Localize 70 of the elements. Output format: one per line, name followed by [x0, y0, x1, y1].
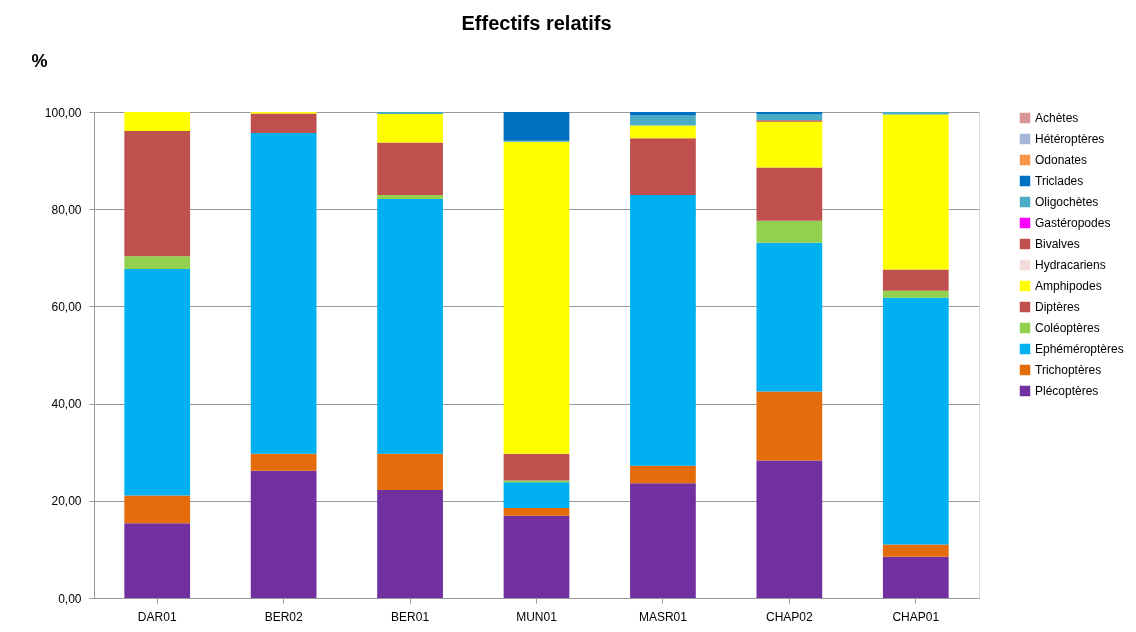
- bar: [503, 508, 570, 516]
- legend-label: Diptères: [1035, 300, 1080, 314]
- bar: [882, 544, 949, 557]
- bar: [377, 198, 443, 454]
- bar: [503, 141, 570, 454]
- y-tick-label: 40,00: [51, 397, 82, 412]
- bar: [756, 391, 823, 461]
- x-tick-label: BER02: [264, 609, 303, 624]
- bar: [756, 220, 823, 243]
- bar: [250, 453, 317, 471]
- x-tick-label: DAR01: [137, 609, 177, 624]
- legend-label: Trichoptères: [1035, 363, 1102, 377]
- bar: [503, 453, 570, 481]
- bar: [630, 138, 696, 196]
- bar: [882, 114, 949, 270]
- bar: [250, 132, 317, 454]
- legend-label: Bivalves: [1035, 237, 1080, 251]
- bar: [124, 256, 191, 269]
- legend-label: Coléoptères: [1035, 321, 1100, 335]
- bar: [756, 460, 823, 598]
- legend-label: Oligochètes: [1035, 195, 1099, 209]
- bar: [250, 470, 317, 598]
- bar: [756, 121, 823, 168]
- chart-title: Effectifs relatifs: [461, 12, 612, 34]
- x-tick-label: BER01: [391, 609, 430, 624]
- bar: [756, 167, 823, 221]
- bar: [630, 483, 696, 598]
- x-tick-label: MASR01: [638, 609, 688, 624]
- bar: [503, 482, 570, 509]
- bar: [124, 130, 191, 257]
- bar: [630, 465, 696, 484]
- bar: [756, 113, 823, 121]
- bar: [377, 453, 443, 491]
- x-tick-label: MUN01: [516, 609, 558, 624]
- bar: [124, 495, 191, 524]
- bar: [124, 268, 191, 496]
- y-tick-label: 60,00: [51, 299, 82, 314]
- y-axis-title: %: [31, 50, 48, 71]
- legend-label: Hétéroptères: [1035, 132, 1105, 146]
- bar: [503, 515, 570, 598]
- bar: [882, 556, 949, 598]
- bar: [377, 195, 443, 199]
- x-tick-label: CHAP02: [766, 609, 814, 624]
- bar: [630, 125, 696, 139]
- bar: [124, 523, 191, 598]
- y-tick-label: 80,00: [51, 202, 82, 217]
- bar: [882, 297, 949, 545]
- y-tick-label: 0,00: [58, 591, 82, 606]
- bar: [250, 113, 317, 133]
- legend-label: Triclades: [1035, 174, 1084, 188]
- bar: [503, 112, 570, 141]
- x-tick-label: CHAP01: [892, 609, 940, 624]
- legend-label: Plécoptères: [1035, 384, 1099, 398]
- bar: [882, 269, 949, 291]
- y-tick-label: 20,00: [51, 494, 82, 509]
- bar: [630, 195, 696, 466]
- legend-label: Ephéméroptères: [1035, 342, 1124, 356]
- bar: [756, 242, 823, 392]
- bar: [377, 113, 443, 143]
- legend-label: Amphipodes: [1035, 279, 1102, 293]
- bar: [377, 490, 443, 598]
- legend-label: Odonates: [1035, 153, 1088, 167]
- legend-label: Achètes: [1035, 111, 1079, 125]
- bar: [882, 290, 949, 298]
- bar: [630, 115, 696, 126]
- y-tick-label: 100,00: [44, 105, 82, 120]
- bar: [377, 142, 443, 196]
- legend-label: Hydracariens: [1035, 258, 1106, 272]
- bar: [124, 112, 191, 131]
- legend-label: Gastéropodes: [1035, 216, 1111, 230]
